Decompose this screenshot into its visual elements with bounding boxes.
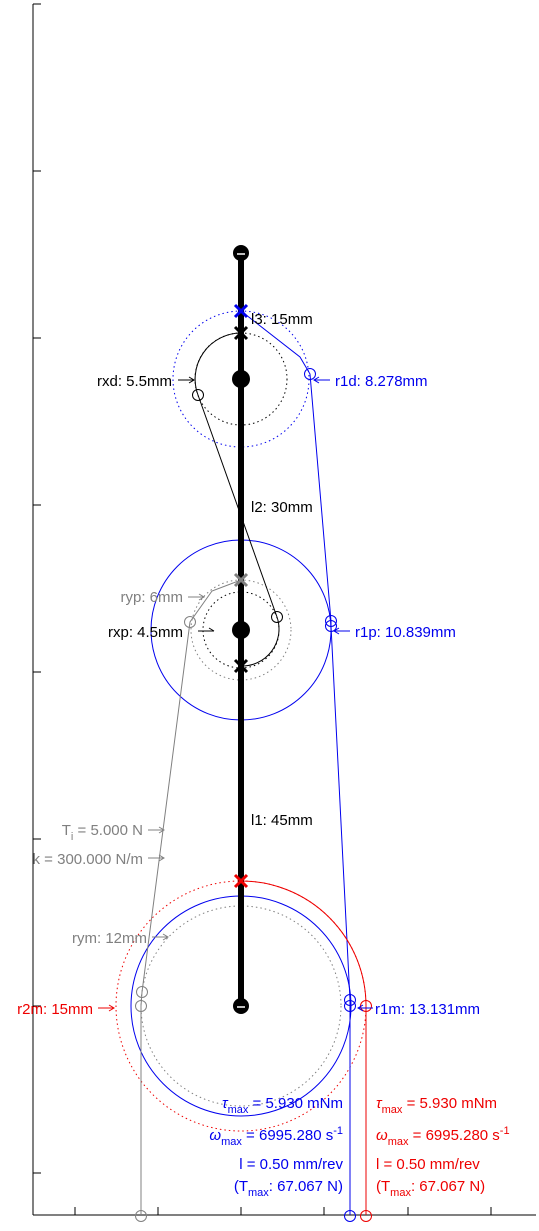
red-tendon-path <box>240 880 367 1215</box>
rxp-arrow <box>198 627 215 632</box>
gray-contact-marker <box>135 1000 147 1012</box>
blue-omega-max: ωmax = 6995.280 s-1 <box>209 1125 343 1148</box>
ti-arrow <box>148 826 165 834</box>
blue-contact-marker <box>304 368 316 380</box>
r1m-arrow <box>357 1004 373 1012</box>
attachment-markers <box>233 303 249 889</box>
contact-markers <box>135 368 372 1222</box>
blue-attach-cross <box>233 303 249 319</box>
l2-label: l2: 30mm <box>251 499 313 516</box>
blue-tmax: (Tmax: 67.067 N) <box>234 1178 343 1199</box>
ryp-label: ryp: 6mm <box>120 589 183 606</box>
blue-contact-marker <box>344 994 356 1006</box>
blue-contact-marker <box>344 1000 356 1012</box>
ti-value: = 5.000 N <box>73 822 143 839</box>
ryp-arrow <box>188 593 205 601</box>
red-omega-max: ωmax = 6995.280 s-1 <box>376 1125 510 1148</box>
red-end-marker <box>360 1210 372 1222</box>
r1p-arrow <box>333 627 350 635</box>
k-arrow <box>148 854 165 862</box>
gray-attach-cross <box>233 572 249 588</box>
black-contact-marker <box>271 611 283 623</box>
r1m-label: r1m: 13.131mm <box>375 1001 480 1018</box>
ti-sub: i <box>71 831 73 843</box>
labels: l3: 15mm l2: 30mm l1: 45mm rxd: 5.5mm r1… <box>17 311 509 1199</box>
gray-contact-marker <box>184 616 196 628</box>
black-attach-cross-top <box>233 325 249 341</box>
tendons <box>140 310 367 1215</box>
r2m-label: r2m: 15mm <box>17 1001 93 1018</box>
r1p-label: r1p: 10.839mm <box>355 624 456 641</box>
finger-spine <box>232 245 250 1014</box>
axes-frame <box>32 3 536 1216</box>
rxd-arrow <box>178 376 195 384</box>
rym-arrow <box>152 933 169 941</box>
r1d-arrow <box>313 376 330 384</box>
fingertip-joint <box>233 245 249 261</box>
base-joint <box>233 998 249 1014</box>
k-label: k = 300.000 N/m <box>33 851 143 868</box>
rym-label: rym: 12mm <box>72 930 147 947</box>
blue-tau-max: τmax = 5.930 mNm <box>222 1095 343 1116</box>
red-motor-specs: τmax = 5.930 mNm ωmax = 6995.280 s-1 l =… <box>376 1095 510 1199</box>
l3-label: l3: 15mm <box>251 311 313 328</box>
red-tmax: (Tmax: 67.067 N) <box>376 1178 485 1199</box>
blue-contact-marker <box>325 620 337 632</box>
black-attach-cross-bottom <box>233 658 249 674</box>
blue-end-marker <box>344 1210 356 1222</box>
gray-end-marker <box>135 1210 147 1222</box>
ti-label: Ti = 5.000 N <box>62 822 143 843</box>
rxd-label: rxd: 5.5mm <box>97 373 172 390</box>
red-lead: l = 0.50 mm/rev <box>376 1156 480 1173</box>
label-arrows <box>98 376 373 1012</box>
l1-label: l1: 45mm <box>251 812 313 829</box>
black-contact-marker <box>192 389 204 401</box>
blue-tendon-path <box>240 310 351 1215</box>
blue-contact-marker <box>325 615 337 627</box>
distal-joint <box>232 370 250 388</box>
blue-lead: l = 0.50 mm/rev <box>239 1156 343 1173</box>
proximal-joint <box>232 621 250 639</box>
black-tendon-path <box>194 332 280 667</box>
red-tau-max: τmax = 5.930 mNm <box>376 1095 497 1116</box>
ti-prefix: T <box>62 822 71 839</box>
motor-pulley-rym-circle <box>140 905 342 1107</box>
gray-tendon-path <box>140 579 242 1215</box>
gray-contact-marker <box>136 986 148 998</box>
r1d-label: r1d: 8.278mm <box>335 373 428 390</box>
r2m-arrow <box>98 1004 115 1012</box>
blue-motor-specs: τmax = 5.930 mNm ωmax = 6995.280 s-1 l =… <box>209 1095 343 1199</box>
rxp-label: rxp: 4.5mm <box>108 624 183 641</box>
red-attach-cross <box>233 873 249 889</box>
